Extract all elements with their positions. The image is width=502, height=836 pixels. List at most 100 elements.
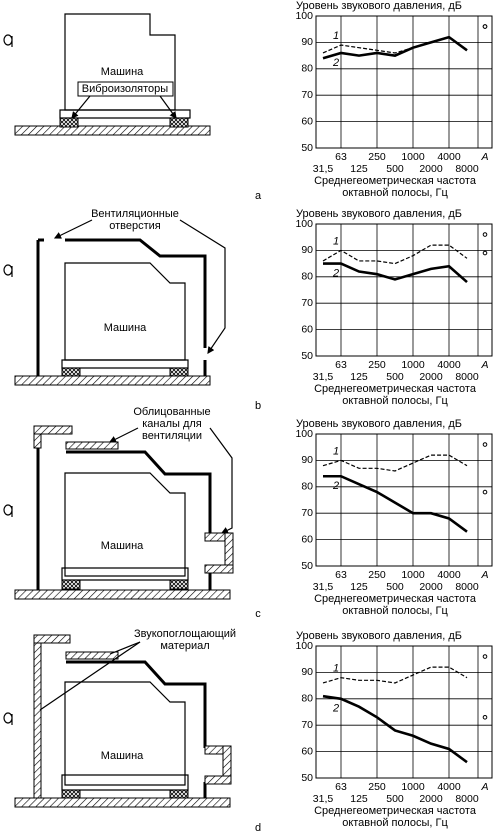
series-label: 2 <box>332 57 339 69</box>
x-tick-label: 125 <box>350 371 368 383</box>
x-tick-label: A <box>480 569 488 581</box>
x-tick-label: 63 <box>335 781 347 793</box>
x-tick-label: A <box>480 359 488 371</box>
series-line <box>323 474 468 533</box>
x-tick-label: 250 <box>368 781 386 793</box>
panel-d-diagram: Машина Звукопоглощающий материал d <box>3 628 261 834</box>
a-weighted-point <box>482 714 488 720</box>
x-tick-label: 63 <box>335 151 347 163</box>
series-label: 1 <box>333 445 339 457</box>
x-axis-label: Среднегеометрическая частота <box>314 805 477 817</box>
y-tick-label: 60 <box>301 745 313 757</box>
a-weighted-point <box>482 489 488 495</box>
x-tick-label: 125 <box>350 793 368 805</box>
callout: каналы для <box>142 418 202 430</box>
x-axis-label: Среднегеометрическая частота <box>314 175 477 187</box>
x-tick-label: 1000 <box>401 781 425 793</box>
panel-b-diagram: Машина Вентиляционные отверстия b <box>3 208 261 412</box>
x-tick-label: 31,5 <box>313 581 334 593</box>
series-label: 2 <box>332 480 339 492</box>
series-label: 1 <box>333 30 339 42</box>
x-tick-label: A <box>480 151 488 163</box>
x-tick-label: 2000 <box>419 371 443 383</box>
callout: Виброизоляторы <box>82 83 168 95</box>
y-tick-label: 70 <box>301 507 313 519</box>
series-label: 1 <box>333 235 339 247</box>
panel-letter: a <box>255 190 262 202</box>
x-tick-label: 250 <box>368 151 386 163</box>
panel-letter: c <box>255 608 261 620</box>
chart-title: Уровень звукового давления, дБ <box>296 208 462 220</box>
y-tick-label: 80 <box>301 481 313 493</box>
x-tick-label: 500 <box>386 581 404 593</box>
y-tick-label: 50 <box>301 142 313 154</box>
x-tick-label: 1000 <box>401 151 425 163</box>
x-tick-label: 125 <box>350 581 368 593</box>
y-tick-label: 100 <box>295 428 313 440</box>
x-tick-label: 31,5 <box>313 793 334 805</box>
x-tick-label: A <box>480 781 488 793</box>
y-tick-label: 90 <box>301 454 313 466</box>
series-line <box>322 454 468 472</box>
x-tick-label: 63 <box>335 569 347 581</box>
x-axis-label: Среднегеометрическая частота <box>314 593 477 605</box>
x-tick-label: 500 <box>386 163 404 175</box>
x-tick-label: 250 <box>368 569 386 581</box>
plot-frame <box>315 15 493 149</box>
machine-label: Машина <box>101 750 144 762</box>
panel-letter: b <box>255 400 261 412</box>
y-tick-label: 80 <box>301 271 313 283</box>
chart: Уровень звукового давления, дБ 50 60 70 80 90… <box>295 630 493 829</box>
chart-title: Уровень звукового давления, дБ <box>296 630 462 642</box>
series-line <box>322 244 468 265</box>
callout: материал <box>160 640 209 652</box>
plot-frame <box>315 223 493 357</box>
series-label: 2 <box>332 703 339 715</box>
x-tick-label: 500 <box>386 371 404 383</box>
a-weighted-point <box>482 24 488 29</box>
chart: Уровень звукового давления, дБ 50 60 70 80 90… <box>295 208 493 407</box>
x-tick-label: 8000 <box>455 371 479 383</box>
x-tick-label: 63 <box>335 359 347 371</box>
series-line <box>322 35 468 60</box>
plot-frame <box>315 433 493 567</box>
panel-letter: d <box>255 822 261 834</box>
x-tick-label: 2000 <box>419 163 443 175</box>
series-line <box>322 694 468 764</box>
a-weighted-point <box>482 232 488 237</box>
panel-c-diagram: Машина Облицованные каналы для вентиляци… <box>3 406 261 620</box>
x-tick-label: 500 <box>386 793 404 805</box>
y-tick-label: 100 <box>295 218 313 230</box>
x-tick-label: 8000 <box>455 793 479 805</box>
x-tick-label: 31,5 <box>313 371 334 383</box>
plot-frame <box>315 645 493 779</box>
machine-label: Машина <box>101 540 144 552</box>
callout: отверстия <box>109 220 161 232</box>
x-axis-label: октавной полосы, Гц <box>342 605 448 617</box>
y-tick-label: 60 <box>301 323 313 335</box>
chart: Уровень звукового давления, дБ 50 60 70 80 90… <box>295 0 493 199</box>
callout: Вентиляционные <box>91 208 179 220</box>
x-tick-label: 2000 <box>419 581 443 593</box>
machine-label: Машина <box>104 322 147 334</box>
x-tick-label: 4000 <box>437 781 461 793</box>
x-tick-label: 4000 <box>437 151 461 163</box>
x-tick-label: 4000 <box>437 359 461 371</box>
x-tick-label: 1000 <box>401 569 425 581</box>
y-tick-label: 90 <box>301 666 313 678</box>
chart: Уровень звукового давления, дБ 50 60 70 80 90… <box>295 418 493 617</box>
chart-title: Уровень звукового давления, дБ <box>296 418 462 430</box>
panel-a-diagram: Машина Виброизоляторы a <box>3 13 262 202</box>
y-tick-label: 50 <box>301 350 313 362</box>
y-tick-label: 90 <box>301 244 313 256</box>
chart-title: Уровень звукового давления, дБ <box>296 0 462 12</box>
y-tick-label: 80 <box>301 63 313 75</box>
series-line <box>323 262 468 284</box>
y-tick-label: 80 <box>301 693 313 705</box>
series-line <box>322 36 468 54</box>
x-tick-label: 2000 <box>419 793 443 805</box>
a-weighted-point <box>482 442 488 447</box>
y-tick-label: 100 <box>295 10 313 22</box>
x-tick-label: 250 <box>368 359 386 371</box>
callout: вентиляции <box>142 430 202 442</box>
